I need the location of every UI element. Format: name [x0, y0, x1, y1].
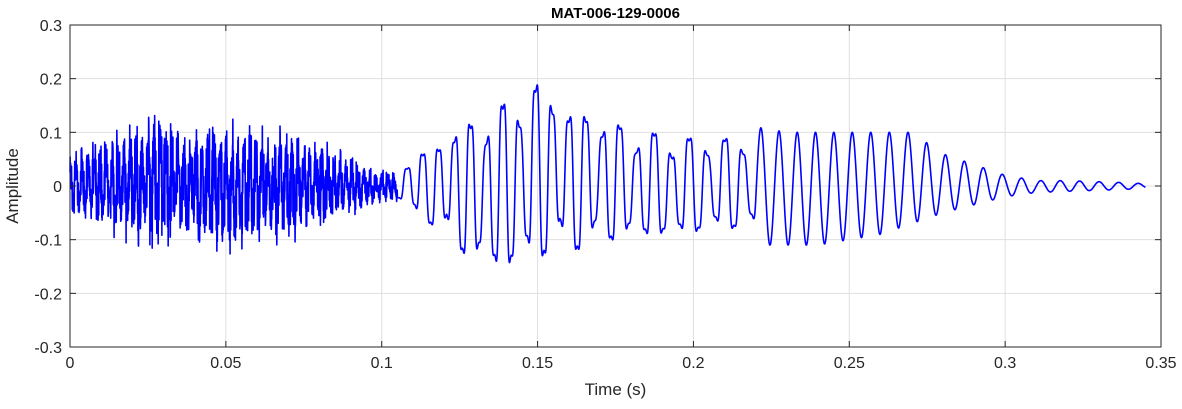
x-tick-label: 0.25	[834, 355, 865, 372]
x-tick-label: 0	[66, 355, 75, 372]
y-tick-label: 0.3	[40, 18, 62, 35]
y-tick-labels: -0.3 -0.2 -0.1 0 0.1 0.2 0.3	[34, 18, 62, 357]
y-tick-label: 0.1	[40, 125, 62, 142]
x-tick-label: 0.15	[522, 355, 553, 372]
y-tick-label: -0.1	[34, 233, 62, 250]
x-tick-label: 0.3	[994, 355, 1016, 372]
x-tick-label: 0.05	[210, 355, 241, 372]
waveform-series-line	[69, 84, 1147, 264]
y-tick-label: 0.2	[40, 72, 62, 89]
x-tick-labels: 0 0.05 0.1 0.15 0.2 0.25 0.3 0.35	[66, 355, 1177, 372]
chart-title: MAT-006-129-0006	[551, 5, 680, 22]
y-tick-label: 0	[53, 179, 62, 196]
series-layer	[69, 84, 1147, 264]
tick-marks	[69, 24, 1162, 348]
y-tick-label: -0.3	[34, 340, 62, 357]
x-axis-label: Time (s)	[585, 380, 647, 399]
x-tick-label: 0.35	[1145, 355, 1176, 372]
x-tick-label: 0.2	[682, 355, 704, 372]
x-tick-label: 0.1	[371, 355, 393, 372]
y-tick-label: -0.2	[34, 286, 62, 303]
y-axis-label: Amplitude	[3, 148, 22, 224]
